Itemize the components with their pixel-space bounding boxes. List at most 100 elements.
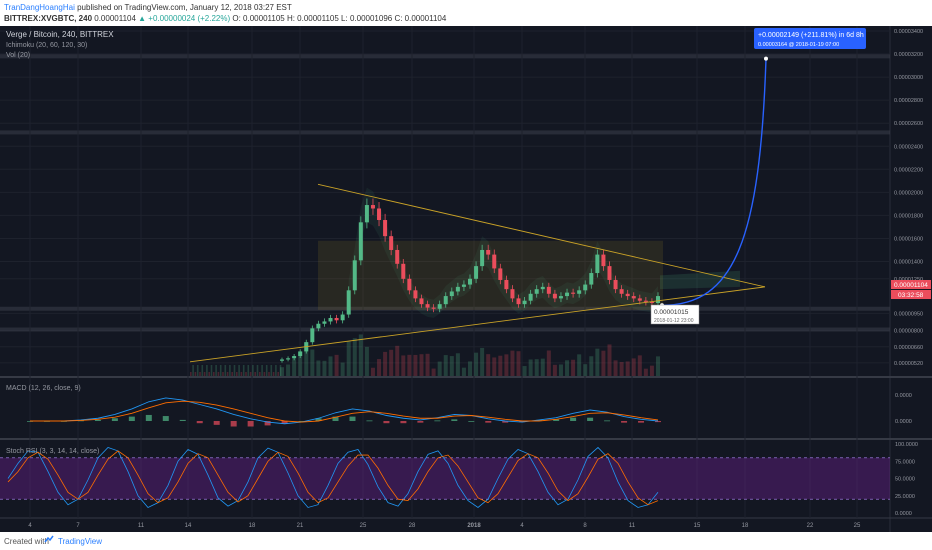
volume-bar <box>272 372 275 376</box>
candle-body <box>510 289 515 299</box>
tradingview-brand[interactable]: TradingView <box>58 537 103 546</box>
price-marker-value: 0.00001015 <box>654 309 689 316</box>
macd-legend: MACD (12, 26, close, 9) <box>6 385 81 392</box>
volume-bar <box>217 372 220 376</box>
macd-histogram-bar <box>315 418 322 421</box>
macd-pane <box>27 397 661 427</box>
volume-bar <box>334 354 339 376</box>
price-axis <box>890 26 932 532</box>
macd-histogram-bar <box>196 421 203 424</box>
volume-bar <box>252 365 254 376</box>
volume-bar <box>249 372 252 376</box>
y-tick-label: 0.00002400 <box>894 144 923 150</box>
author-link[interactable]: TranDangHoangHai <box>4 3 75 12</box>
chart-canvas[interactable]: 0.00003400 0.00003200 0.00003000 0.00002800… <box>0 26 932 532</box>
y-tick-label: 0.00002200 <box>894 167 923 173</box>
volume-bar <box>245 372 247 376</box>
volume-bar <box>607 344 612 376</box>
volume-bar <box>233 365 236 376</box>
footer: Created with TradingView <box>0 532 932 550</box>
volume-bar <box>504 354 509 376</box>
volume-bar <box>540 358 545 376</box>
volume-bar <box>280 367 284 376</box>
x-tick-label: 21 <box>297 523 304 529</box>
volume-bar <box>534 359 539 376</box>
x-tick-label: 11 <box>138 523 145 529</box>
ichimoku-kumo <box>348 187 658 318</box>
candle-body <box>474 266 479 279</box>
candle-body <box>528 293 533 301</box>
candle-body <box>455 286 460 292</box>
volume-bar <box>231 372 233 376</box>
volume-bar <box>468 361 472 376</box>
stoch-rsi-tick-label: 100.0000 <box>895 442 918 448</box>
volume-bar <box>589 356 594 376</box>
candle-body <box>425 304 430 308</box>
candle-body <box>340 314 345 321</box>
macd-histogram-bar <box>638 421 645 423</box>
volume-bar <box>613 360 618 376</box>
volume-bar <box>565 360 570 376</box>
projection-sub: 0.00003164 @ 2018-01-19 07:00 <box>758 42 839 48</box>
ichimoku-legend: Ichimoku (20, 60, 120, 30) <box>6 42 87 49</box>
price-marker-date: 2018-01-12 23:00 <box>654 318 694 324</box>
candle-body <box>346 290 351 315</box>
macd-histogram-bar <box>298 421 305 422</box>
volume-bar <box>219 365 222 376</box>
x-tick-label: 2018 <box>467 523 481 529</box>
last-price-tag <box>891 280 931 289</box>
candle-body <box>589 273 594 285</box>
y-tick-label: 0.00000800 <box>894 329 923 335</box>
last-price: 0.00001104 <box>94 14 136 23</box>
candle-body <box>298 351 303 357</box>
volume-bar <box>261 365 263 376</box>
volume-bar <box>268 372 270 376</box>
horizontal-level <box>0 327 890 332</box>
candle-body <box>437 304 442 309</box>
candle-body <box>534 289 539 294</box>
candle-body <box>443 296 448 305</box>
candle-body <box>619 289 624 294</box>
candle-body <box>377 208 382 221</box>
countdown-tag <box>891 290 931 299</box>
price-marker[interactable]: 0.00001015 2018-01-12 23:00 <box>650 304 700 325</box>
projection-callout[interactable]: +0.00002149 (+211.81%) in 6d 8h 0.000031… <box>754 28 866 49</box>
volume-bar <box>437 361 442 376</box>
candle-body <box>613 279 618 290</box>
volume-bar <box>215 365 217 376</box>
volume-bars <box>190 334 660 376</box>
axis-labels: 0.00003400 0.00003200 0.00003000 0.00002800… <box>28 29 923 529</box>
candle-body <box>583 284 588 291</box>
volume-bar <box>224 365 227 376</box>
publish-line: TranDangHoangHai published on TradingVie… <box>4 3 292 12</box>
symbol-label: BITTREX:XVGBTC, 240 <box>4 14 93 23</box>
volume-bar <box>425 353 430 376</box>
stoch-rsi-k-line <box>7 446 659 508</box>
x-tick-label: 11 <box>629 523 636 529</box>
grid-lines <box>0 26 890 518</box>
volume-bar <box>401 355 406 376</box>
volume-bar <box>419 354 424 376</box>
candle-body <box>292 356 297 359</box>
x-tick-label: 8 <box>583 523 587 529</box>
volume-bar <box>552 364 557 376</box>
volume-bar <box>498 355 503 376</box>
volume-bar <box>510 350 515 376</box>
projection-box <box>754 28 866 49</box>
candle-body <box>565 292 570 297</box>
volume-bar <box>377 359 382 376</box>
volume-bar <box>395 345 400 376</box>
volume-bar <box>194 372 197 376</box>
volume-bar <box>340 362 345 376</box>
countdown-tag-text: 03:32:58 <box>898 292 924 299</box>
created-with-text: Created with <box>4 537 49 546</box>
volume-bar <box>304 342 309 376</box>
candles <box>280 198 660 363</box>
macd-histogram-bar <box>230 421 237 427</box>
volume-bar <box>240 372 243 376</box>
candle-body <box>364 205 369 223</box>
volume-bar <box>431 368 436 376</box>
horizontal-level <box>0 54 890 59</box>
projection-curve <box>661 58 767 307</box>
candle-body <box>328 317 333 322</box>
